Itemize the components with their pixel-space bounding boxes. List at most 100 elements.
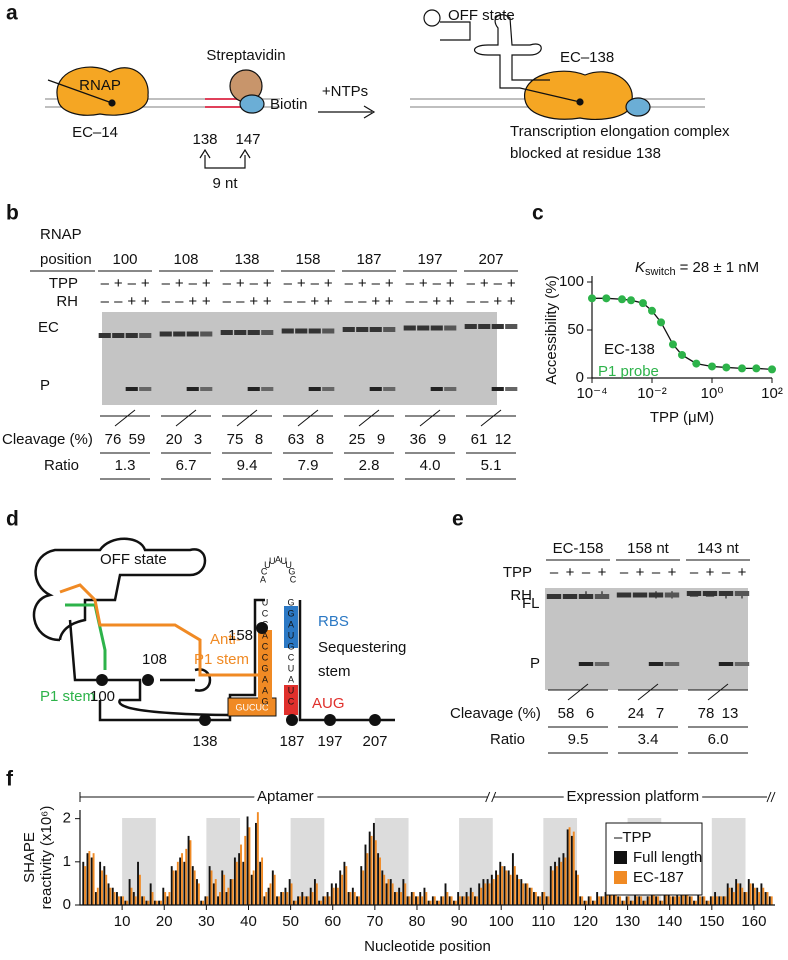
bar: [408, 896, 411, 905]
bar: [356, 896, 358, 905]
bar: [116, 892, 118, 905]
x-tick-label: 10: [114, 913, 131, 930]
bar: [684, 887, 687, 905]
label: 108: [142, 651, 167, 668]
x-tick-label: 140: [657, 913, 682, 930]
bar: [619, 896, 622, 905]
gel-band: [383, 327, 396, 332]
label: Streptavidin: [206, 47, 285, 64]
bar: [749, 883, 752, 905]
sign: +: [507, 275, 516, 292]
gel-band: [112, 333, 125, 338]
bar: [438, 900, 440, 905]
bar: [276, 896, 278, 905]
bar: [539, 896, 542, 905]
sign: +: [385, 275, 394, 292]
bar: [137, 861, 139, 905]
position-label: 138: [234, 251, 259, 268]
bar: [238, 853, 241, 905]
bar: [448, 896, 451, 905]
ratio-value: 7.9: [298, 457, 319, 474]
bar: [208, 866, 211, 905]
bar: [111, 887, 114, 905]
bar: [663, 887, 666, 905]
ratio-value: 4.0: [420, 457, 441, 474]
bar: [610, 887, 613, 905]
gel-band: [505, 387, 518, 391]
y-tick-label: 50: [567, 321, 584, 338]
sign: +: [263, 275, 272, 292]
sign: –: [223, 293, 232, 310]
bar: [246, 816, 249, 905]
bar: [322, 896, 325, 905]
cleavage-value: 6: [586, 705, 594, 722]
sign: +: [419, 275, 428, 292]
gel-band: [686, 591, 702, 596]
cleavage-value: 3: [194, 431, 202, 448]
bar: [737, 883, 739, 905]
bar: [545, 896, 548, 905]
bar: [697, 892, 700, 905]
bar: [326, 892, 329, 905]
label: RNAP: [40, 226, 82, 243]
nucleotide: U: [269, 556, 276, 566]
bar: [431, 896, 434, 905]
bar: [364, 844, 367, 905]
sign: –: [722, 564, 731, 581]
gel-band: [139, 333, 152, 338]
bar: [652, 892, 655, 905]
label: AUG: [312, 695, 345, 712]
bar: [735, 879, 738, 905]
bar: [488, 883, 491, 905]
gel-band: [648, 662, 664, 666]
panel-label: f: [6, 768, 14, 791]
nucleotide: U: [262, 597, 269, 607]
nucleotide: C: [288, 696, 295, 706]
bar: [265, 892, 268, 905]
bar: [149, 883, 152, 905]
bar: [368, 831, 371, 905]
bar: [503, 866, 506, 905]
sign: +: [236, 275, 245, 292]
bar: [138, 874, 141, 905]
bar: [204, 896, 207, 905]
bar: [534, 892, 537, 905]
gel-band: [444, 325, 457, 331]
bar: [343, 861, 346, 905]
bar: [640, 896, 643, 905]
bar: [387, 879, 390, 905]
bar: [758, 892, 761, 905]
legend-title: –TPP: [614, 829, 652, 846]
x-tick-label: 20: [156, 913, 173, 930]
data-point: [678, 350, 686, 359]
gel-band: [505, 324, 518, 329]
nucleotide: C: [262, 641, 269, 651]
bar: [547, 896, 550, 905]
bar: [724, 896, 727, 905]
bar: [642, 900, 645, 905]
ratio-value: 3.4: [638, 731, 659, 748]
sign: –: [550, 564, 559, 581]
gel-band: [261, 387, 274, 391]
bar: [103, 866, 106, 905]
bar: [252, 870, 255, 905]
bar: [520, 879, 523, 905]
bar: [591, 900, 594, 905]
label: +NTPs: [322, 83, 368, 100]
sign: –: [162, 293, 171, 310]
ratio-value: 9.5: [568, 731, 589, 748]
x-tick-label: 150: [699, 913, 724, 930]
bar: [242, 861, 245, 905]
bar: [280, 892, 283, 905]
label: EC–138: [560, 49, 614, 66]
bar: [383, 874, 386, 905]
bar: [425, 892, 428, 905]
label: OFF state: [100, 551, 167, 568]
nucleotide: G: [288, 567, 295, 577]
bar: [600, 896, 603, 905]
gel-band: [200, 331, 213, 337]
bar: [377, 853, 380, 905]
bar: [231, 879, 234, 905]
nucleotide: C: [261, 567, 268, 577]
bar: [745, 892, 748, 905]
